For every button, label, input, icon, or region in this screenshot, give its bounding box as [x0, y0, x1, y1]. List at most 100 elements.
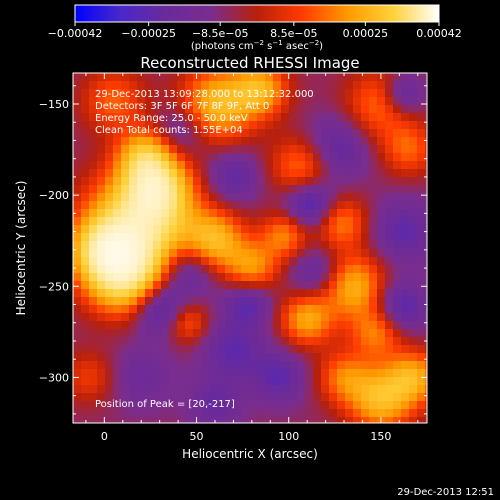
heatmap-cell: [105, 249, 114, 258]
heatmap-cell: [105, 209, 114, 218]
heatmap-cell: [153, 281, 162, 290]
heatmap-cell: [121, 121, 130, 130]
heatmap-cell: [361, 137, 370, 146]
heatmap-cell: [361, 337, 370, 346]
heatmap-cell: [273, 137, 282, 146]
heatmap-cell: [113, 73, 122, 82]
heatmap-cell: [201, 313, 210, 322]
heatmap-cell: [377, 337, 386, 346]
heatmap-cell: [185, 281, 194, 290]
heatmap-cell: [353, 353, 362, 362]
heatmap-cell: [401, 73, 410, 82]
heatmap-cell: [137, 265, 146, 274]
heatmap-cell: [353, 217, 362, 226]
heatmap-cell: [225, 337, 234, 346]
heatmap-cell: [393, 337, 402, 346]
heatmap-cell: [273, 185, 282, 194]
heatmap-cell: [409, 361, 418, 370]
heatmap-cell: [305, 233, 314, 242]
heatmap-cell: [201, 185, 210, 194]
heatmap-cell: [241, 353, 250, 362]
heatmap-cell: [225, 377, 234, 386]
heatmap-cell: [313, 81, 322, 90]
heatmap-cell: [417, 257, 426, 266]
heatmap-cell: [305, 409, 314, 418]
heatmap-cell: [137, 233, 146, 242]
heatmap-cell: [209, 161, 218, 170]
heatmap-cell: [161, 129, 170, 138]
heatmap-cell: [81, 401, 90, 410]
heatmap-cell: [233, 169, 242, 178]
annotation-line: Energy Range: 25.0 - 50.0 keV: [95, 113, 248, 124]
heatmap-cell: [177, 185, 186, 194]
heatmap-cell: [353, 209, 362, 218]
heatmap-cell: [225, 193, 234, 202]
heatmap-cell: [265, 177, 274, 186]
heatmap-cell: [329, 249, 338, 258]
heatmap-cell: [169, 113, 178, 122]
heatmap-cell: [409, 233, 418, 242]
heatmap-cell: [401, 385, 410, 394]
heatmap-cell: [265, 369, 274, 378]
heatmap-cell: [417, 273, 426, 282]
heatmap-cell: [337, 241, 346, 250]
heatmap-cell: [217, 305, 226, 314]
heatmap-cell: [177, 305, 186, 314]
heatmap-cell: [89, 321, 98, 330]
heatmap-cell: [249, 89, 258, 98]
heatmap-cell: [297, 281, 306, 290]
heatmap-cell: [137, 169, 146, 178]
heatmap-cell: [201, 145, 210, 154]
heatmap-cell: [137, 409, 146, 418]
heatmap-cell: [345, 241, 354, 250]
heatmap-cell: [177, 209, 186, 218]
heatmap-cell: [353, 161, 362, 170]
heatmap-cell: [89, 105, 98, 114]
heatmap-cell: [73, 337, 82, 346]
heatmap-cell: [265, 273, 274, 282]
heatmap-cell: [137, 337, 146, 346]
heatmap-cell: [289, 305, 298, 314]
heatmap-cell: [385, 185, 394, 194]
heatmap-cell: [385, 97, 394, 106]
heatmap-cell: [129, 305, 138, 314]
chart-title: Reconstructed RHESSI Image: [140, 54, 359, 72]
heatmap-cell: [217, 281, 226, 290]
heatmap-cell: [193, 385, 202, 394]
heatmap-cell: [313, 89, 322, 98]
heatmap-cell: [225, 385, 234, 394]
heatmap-cell: [217, 345, 226, 354]
heatmap-cell: [249, 73, 258, 82]
heatmap-cell: [289, 401, 298, 410]
heatmap-cell: [185, 225, 194, 234]
x-axis-label: Heliocentric X (arcsec): [182, 447, 318, 461]
heatmap-cell: [361, 409, 370, 418]
heatmap-cell: [417, 377, 426, 386]
heatmap-cell: [201, 153, 210, 162]
heatmap-cell: [297, 129, 306, 138]
heatmap-cell: [89, 297, 98, 306]
heatmap-cell: [361, 73, 370, 82]
heatmap-cell: [73, 369, 82, 378]
heatmap-cell: [393, 353, 402, 362]
heatmap-cell: [73, 145, 82, 154]
heatmap-cell: [177, 361, 186, 370]
heatmap-cell: [345, 313, 354, 322]
colorbar-unit: (photons cm−2 s−1 asec−2): [191, 39, 323, 52]
heatmap-cell: [81, 113, 90, 122]
heatmap-cell: [137, 361, 146, 370]
heatmap-cell: [249, 273, 258, 282]
heatmap-cell: [209, 273, 218, 282]
heatmap-cell: [169, 417, 178, 423]
heatmap-cell: [177, 289, 186, 298]
heatmap-cell: [337, 401, 346, 410]
heatmap-cell: [153, 329, 162, 338]
heatmap-cell: [265, 305, 274, 314]
heatmap-cell: [377, 177, 386, 186]
heatmap-cell: [169, 153, 178, 162]
heatmap-cell: [305, 105, 314, 114]
heatmap-cell: [177, 385, 186, 394]
heatmap-cell: [201, 401, 210, 410]
heatmap-cell: [113, 401, 122, 410]
heatmap-cell: [337, 353, 346, 362]
